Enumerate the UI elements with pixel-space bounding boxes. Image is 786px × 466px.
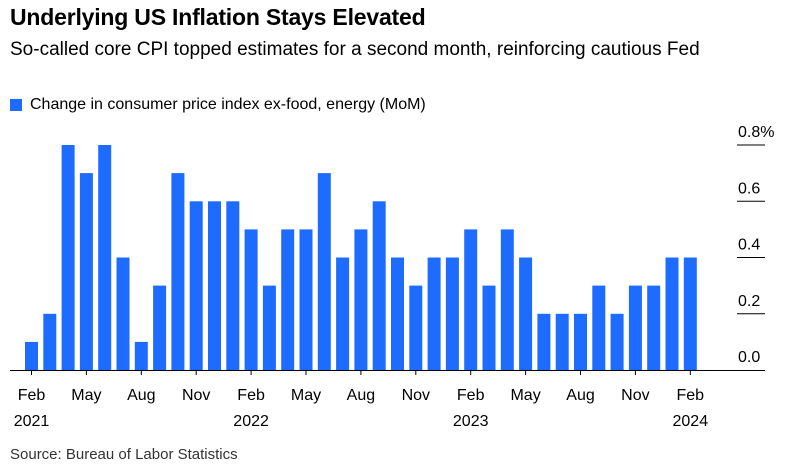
bar <box>98 145 112 370</box>
bar <box>116 257 130 370</box>
y-tick-label: 0.4 <box>738 237 760 254</box>
bar-chart: 0.0 0.2 0.4 0.6 0.8% Feb 2021 May Aug Nov Feb 2022 M… <box>10 124 774 430</box>
x-tick-year-label: 2024 <box>673 413 709 430</box>
bar <box>317 173 331 370</box>
bar <box>189 201 203 371</box>
bar <box>500 229 514 370</box>
bar <box>372 201 386 371</box>
y-tick-label: 0.2 <box>738 293 760 310</box>
bar <box>43 313 57 371</box>
bar <box>208 201 221 371</box>
bar <box>628 285 642 370</box>
legend-label: Change in consumer price index ex-food, … <box>30 96 426 113</box>
bar <box>592 285 606 370</box>
bar <box>153 285 167 370</box>
x-tick-label: May <box>71 387 101 404</box>
x-tick-label: Aug <box>566 387 594 404</box>
bar <box>171 173 185 370</box>
bar <box>445 257 459 370</box>
bar <box>262 285 276 370</box>
bar <box>61 145 75 370</box>
bar <box>555 313 569 371</box>
x-tick-year-label: 2023 <box>453 413 489 430</box>
x-tick-label: Aug <box>347 387 375 404</box>
bar <box>409 285 423 370</box>
x-tick-label: Feb <box>677 387 705 404</box>
x-tick-year-label: 2021 <box>14 413 50 430</box>
x-tick-label: Nov <box>182 387 210 404</box>
bar <box>226 201 240 371</box>
legend: Change in consumer price index ex-food, … <box>10 96 426 114</box>
chart-subtitle: So-called core CPI topped estimates for … <box>10 39 700 60</box>
bar <box>537 313 551 371</box>
bar <box>134 341 148 370</box>
chart-title: Underlying US Inflation Stays Elevated <box>10 4 426 30</box>
x-tick-label: Aug <box>127 387 155 404</box>
bar <box>391 257 404 370</box>
x-tick-label: Nov <box>402 387 430 404</box>
bar <box>574 313 587 371</box>
bar <box>519 257 533 370</box>
x-tick-year-label: 2022 <box>233 413 269 430</box>
x-tick-label: Nov <box>621 387 649 404</box>
bar <box>683 257 697 370</box>
bar <box>464 229 478 370</box>
bar <box>665 257 679 370</box>
bar <box>647 285 661 370</box>
x-tick-label: Feb <box>18 387 46 404</box>
x-tick-label: Feb <box>457 387 485 404</box>
bar <box>244 229 258 370</box>
bar <box>427 257 441 370</box>
bar <box>299 229 313 370</box>
y-tick-label: 0.8% <box>738 124 774 141</box>
bar <box>25 341 38 370</box>
bar <box>336 257 350 370</box>
x-tick-label: May <box>291 387 321 404</box>
bar <box>354 229 368 370</box>
x-tick-label: Feb <box>237 387 265 404</box>
legend-swatch <box>10 99 22 111</box>
bar <box>79 173 93 370</box>
y-tick-label: 0.0 <box>738 349 760 366</box>
y-tick-label: 0.6 <box>738 180 760 197</box>
x-tick-label: May <box>510 387 540 404</box>
source-note: Source: Bureau of Labor Statistics <box>10 446 238 463</box>
bar <box>281 229 295 370</box>
bar <box>610 313 624 371</box>
bar <box>482 285 496 370</box>
